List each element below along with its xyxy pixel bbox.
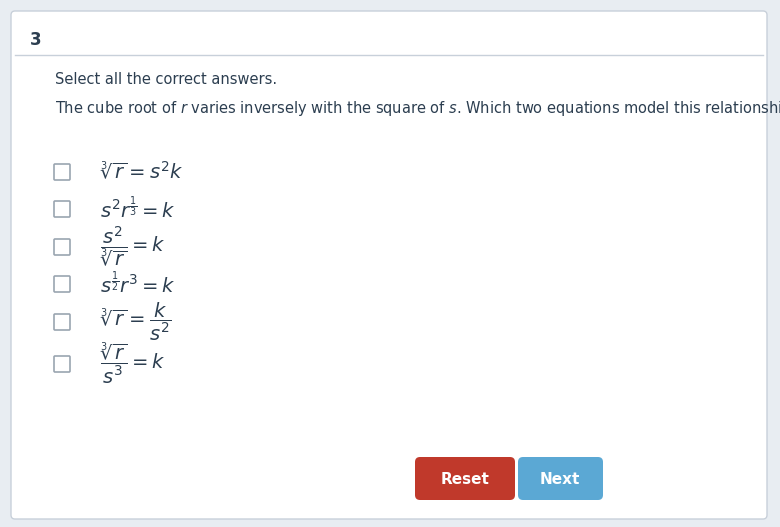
- FancyBboxPatch shape: [54, 164, 70, 180]
- FancyBboxPatch shape: [54, 239, 70, 255]
- FancyBboxPatch shape: [54, 356, 70, 372]
- Text: $s^{\frac{1}{2}}r^3 = k$: $s^{\frac{1}{2}}r^3 = k$: [100, 271, 176, 297]
- FancyBboxPatch shape: [54, 201, 70, 217]
- Text: Reset: Reset: [441, 472, 489, 486]
- Text: $\dfrac{s^2}{\sqrt[3]{r}} = k$: $\dfrac{s^2}{\sqrt[3]{r}} = k$: [100, 225, 165, 269]
- Text: $\dfrac{\sqrt[3]{r}}{s^3} = k$: $\dfrac{\sqrt[3]{r}}{s^3} = k$: [100, 341, 165, 387]
- Text: $\sqrt[3]{r} = \dfrac{k}{s^2}$: $\sqrt[3]{r} = \dfrac{k}{s^2}$: [100, 301, 172, 343]
- FancyBboxPatch shape: [518, 457, 603, 500]
- Text: Next: Next: [540, 472, 580, 486]
- Text: $s^2r^{\frac{1}{3}} = k$: $s^2r^{\frac{1}{3}} = k$: [100, 196, 176, 222]
- Text: The cube root of $r$ varies inversely with the square of $s$. Which two equation: The cube root of $r$ varies inversely wi…: [55, 100, 780, 119]
- FancyBboxPatch shape: [54, 276, 70, 292]
- Text: 3: 3: [30, 31, 41, 49]
- FancyBboxPatch shape: [54, 314, 70, 330]
- Text: Select all the correct answers.: Select all the correct answers.: [55, 73, 277, 87]
- Text: $\sqrt[3]{r} = s^2k$: $\sqrt[3]{r} = s^2k$: [100, 161, 183, 183]
- FancyBboxPatch shape: [415, 457, 515, 500]
- FancyBboxPatch shape: [11, 11, 767, 519]
